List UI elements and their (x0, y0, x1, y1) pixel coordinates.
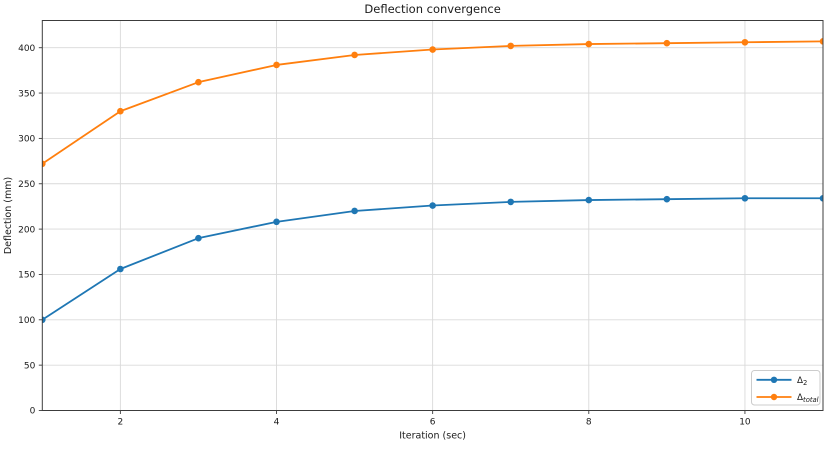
data-point (819, 38, 824, 45)
legend-marker-deltatotal (770, 393, 778, 401)
data-point (663, 195, 671, 203)
legend-label-deltatotal: Δtotal (797, 393, 819, 404)
legend-marker-delta2 (770, 376, 778, 383)
y-tick-label: 50 (24, 361, 36, 371)
series-lines (42, 38, 824, 324)
y-tick-label: 250 (18, 180, 35, 190)
y-tick-label: 200 (18, 225, 35, 235)
data-point (117, 107, 124, 115)
x-tick-label: 2 (118, 418, 124, 428)
data-point (741, 38, 749, 46)
data-point (195, 234, 202, 242)
x-tick-labels: 2 4 6 8 10 (118, 418, 751, 428)
data-point (741, 194, 749, 202)
y-tick-label: 300 (18, 135, 35, 145)
y-axis-label: Deflection (mm) (3, 177, 14, 254)
data-point (819, 194, 824, 202)
gridlines (42, 20, 823, 411)
data-point (42, 316, 46, 324)
data-point (429, 46, 436, 53)
x-tick-label: 6 (430, 418, 436, 428)
data-point (585, 40, 593, 48)
axis-ticks (38, 47, 746, 414)
y-tick-label: 400 (18, 44, 35, 54)
x-tick-label: 4 (274, 418, 280, 428)
data-point (507, 198, 515, 206)
chart-title: Deflection convergence (364, 2, 500, 16)
legend: Δ2 Δtotal (751, 370, 821, 406)
data-point (351, 51, 358, 59)
x-tick-label: 8 (586, 418, 592, 428)
data-point (663, 39, 671, 47)
data-point (195, 78, 202, 86)
data-point (42, 160, 46, 168)
data-point (273, 61, 280, 69)
y-tick-labels: 0 50 100 150 200 250 300 350 400 (18, 44, 35, 417)
data-point (507, 42, 515, 50)
data-point (117, 265, 124, 273)
data-point (351, 207, 358, 215)
x-axis-label: Iteration (sec) (399, 431, 466, 442)
y-tick-label: 350 (18, 89, 35, 99)
y-tick-label: 0 (30, 407, 36, 417)
y-tick-label: 150 (18, 271, 35, 281)
data-point (273, 218, 280, 226)
legend-label-delta2: Δ2 (797, 376, 807, 387)
data-point (429, 202, 436, 209)
x-tick-label: 10 (739, 418, 751, 428)
y-tick-label: 100 (18, 316, 35, 326)
data-point (585, 196, 593, 204)
